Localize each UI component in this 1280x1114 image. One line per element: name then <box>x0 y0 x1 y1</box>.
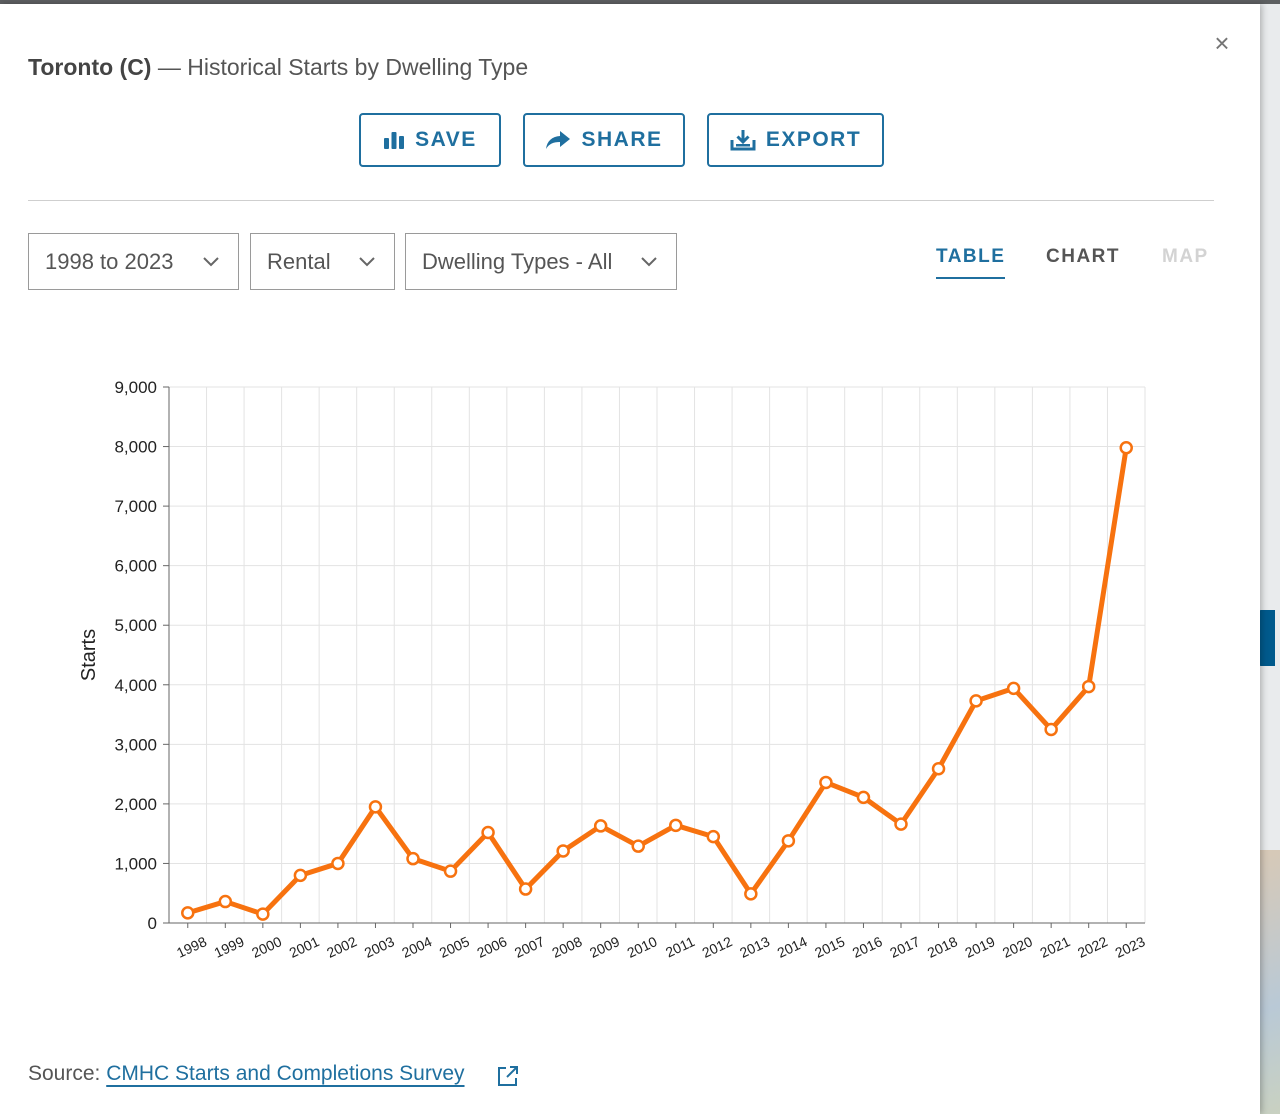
x-tick-label: 2005 <box>437 933 472 961</box>
data-point <box>218 894 233 909</box>
x-tick-label: 2015 <box>812 933 847 961</box>
period-select[interactable]: 1998 to 2023 <box>28 233 239 290</box>
dwelling-type-value: Dwelling Types - All <box>422 248 613 274</box>
tab-chart[interactable]: CHART <box>1046 246 1120 267</box>
title-place: Toronto (C) <box>28 54 152 80</box>
source-prefix: Source: <box>28 1062 107 1085</box>
x-tick-label: 2023 <box>1112 933 1147 961</box>
data-point <box>443 864 458 878</box>
data-point <box>181 906 195 920</box>
x-tick-label: 2001 <box>287 933 322 961</box>
header-divider <box>28 200 1214 201</box>
x-tick-label: 2007 <box>512 933 547 961</box>
data-point <box>368 800 383 814</box>
close-icon[interactable]: × <box>1214 28 1230 58</box>
x-tick-label: 2017 <box>887 933 922 961</box>
x-tick-label: 2022 <box>1075 933 1110 961</box>
y-tick-label: 4,000 <box>114 676 157 695</box>
data-point <box>969 694 983 708</box>
x-tick-label: 2004 <box>399 933 434 961</box>
y-tick-label: 9,000 <box>114 378 157 397</box>
modal-title: Toronto (C) — Historical Starts by Dwell… <box>28 54 528 81</box>
share-button[interactable]: SHARE <box>523 113 685 167</box>
x-tick-label: 2006 <box>474 933 509 961</box>
data-point <box>256 907 270 921</box>
data-point <box>894 817 908 831</box>
data-point <box>631 839 645 853</box>
bar-chart-icon <box>384 132 405 149</box>
export-label: EXPORT <box>765 128 862 151</box>
x-tick-label: 2020 <box>1000 933 1035 961</box>
data-point <box>1081 679 1096 694</box>
x-tick-label: 2012 <box>700 933 735 961</box>
data-point <box>1044 722 1058 737</box>
chevron-down-icon <box>359 257 375 267</box>
chart-modal: × Toronto (C) — Historical Starts by Dwe… <box>0 4 1260 1114</box>
x-tick-label: 1999 <box>212 933 247 961</box>
x-tick-label: 2014 <box>775 933 810 961</box>
chevron-down-icon <box>203 257 219 267</box>
data-point <box>669 818 683 833</box>
x-tick-label: 2002 <box>324 933 359 961</box>
data-point <box>819 775 833 790</box>
share-arrow-icon <box>546 131 571 149</box>
series-line <box>185 445 1129 917</box>
source-note: Source: CMHC Starts and Completions Surv… <box>28 1062 465 1086</box>
x-tick-label: 2009 <box>587 933 622 961</box>
data-point <box>856 790 871 805</box>
source-link[interactable]: CMHC Starts and Completions Survey <box>106 1062 465 1085</box>
tab-map: MAP <box>1162 246 1209 267</box>
data-point <box>706 829 721 844</box>
x-tick-label: 2010 <box>624 933 659 961</box>
data-point <box>1119 440 1133 455</box>
y-tick-label: 7,000 <box>114 497 157 516</box>
y-tick-label: 3,000 <box>114 735 157 754</box>
download-icon <box>730 130 756 151</box>
save-button[interactable]: SAVE <box>359 113 501 167</box>
market-value: Rental <box>267 248 331 274</box>
page-side-tab[interactable] <box>1257 610 1275 666</box>
x-tick-label: 2011 <box>663 933 697 960</box>
y-axis-label: Starts <box>78 629 100 681</box>
data-point <box>518 882 533 896</box>
data-point <box>406 851 420 866</box>
x-tick-label: 2016 <box>850 933 885 961</box>
data-point <box>481 825 495 840</box>
chevron-down-icon <box>641 257 657 267</box>
x-tick-label: 2003 <box>362 933 397 961</box>
x-tick-label: 2019 <box>962 933 997 961</box>
data-point <box>1006 681 1021 696</box>
y-tick-label: 8,000 <box>114 438 157 457</box>
x-tick-label: 2018 <box>925 933 960 961</box>
title-text: — Historical Starts by Dwelling Type <box>151 54 529 80</box>
data-point <box>593 819 608 833</box>
save-label: SAVE <box>415 128 477 151</box>
export-button[interactable]: EXPORT <box>707 113 884 167</box>
page-header-bar <box>0 0 1280 4</box>
data-point <box>556 844 570 858</box>
x-tick-label: 2000 <box>249 933 284 961</box>
x-tick-label: 2013 <box>737 933 772 961</box>
data-point <box>744 887 758 901</box>
dwelling-type-select[interactable]: Dwelling Types - All <box>405 233 677 290</box>
y-tick-label: 1,000 <box>114 854 157 873</box>
x-tick-label: 2008 <box>549 933 584 961</box>
market-select[interactable]: Rental <box>250 233 395 290</box>
x-tick-label: 2021 <box>1037 933 1072 961</box>
y-tick-label: 2,000 <box>114 795 157 814</box>
y-tick-label: 0 <box>148 914 157 933</box>
data-point <box>931 762 946 776</box>
data-point <box>781 834 796 848</box>
y-tick-label: 5,000 <box>114 616 157 635</box>
x-tick-label: 1998 <box>174 933 209 961</box>
share-label: SHARE <box>581 128 663 151</box>
period-value: 1998 to 2023 <box>45 248 174 274</box>
external-link-icon[interactable] <box>496 1064 520 1088</box>
y-tick-label: 6,000 <box>114 557 157 576</box>
data-point <box>331 856 345 871</box>
data-point <box>293 868 308 883</box>
tab-table[interactable]: TABLE <box>936 246 1006 279</box>
